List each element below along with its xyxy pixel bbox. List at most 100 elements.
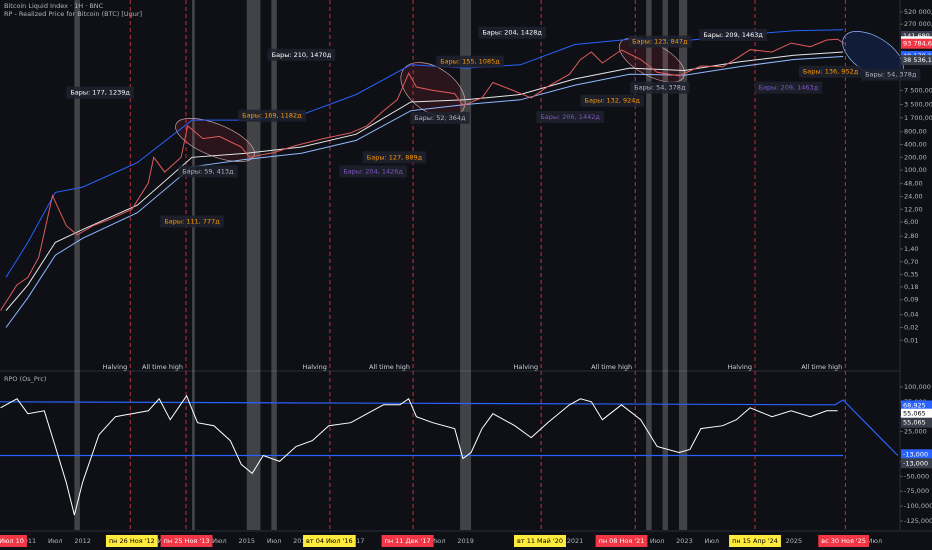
series-line: [5, 56, 844, 328]
y-tick-label: 25,000: [904, 428, 927, 436]
annotation-box: [478, 26, 546, 39]
date-label-box: [381, 535, 434, 547]
x-tick-label: Июл: [868, 537, 883, 545]
trend-line: [0, 399, 899, 456]
annotation: Бары: 209, 1463д: [759, 84, 819, 92]
series-line: [5, 29, 844, 278]
price-label-box: [901, 55, 932, 66]
annotation: Бары: 111, 777д: [164, 217, 220, 225]
annotation: Бары: 204, 1428д: [482, 29, 542, 37]
date-label: вт 04 Июл '16: [306, 537, 353, 545]
y-tick-label: 0,35: [904, 271, 918, 279]
price-label: 68,925: [903, 401, 926, 409]
y-tick-label: 12,00: [904, 205, 923, 213]
date-label: пн 15 Апр '24: [732, 537, 778, 545]
annotation-box: [580, 94, 644, 107]
event-label: All time high: [591, 363, 632, 371]
y-tick-label: 270 000,00: [904, 20, 932, 28]
price-label-box: [901, 408, 932, 419]
y-tick-label: 0,02: [904, 323, 918, 331]
x-tick-label: Июл: [267, 537, 282, 545]
x-tick-label: Июл: [705, 537, 720, 545]
annotation-box: [798, 65, 863, 78]
annotation-box: [339, 165, 407, 178]
annotation: Бары: 155, 1085д: [440, 58, 500, 66]
y-tick-label: 200,00: [904, 153, 927, 161]
y-tick-label: 6,00: [904, 218, 918, 226]
x-tick-label: 2015: [238, 537, 255, 545]
y-tick-label: -125,000: [904, 517, 932, 525]
price-label-box: [901, 417, 932, 428]
annotation: Бары: 54, 378д: [865, 71, 917, 79]
x-tick-label: 2017: [348, 537, 365, 545]
shaded-range: [646, 0, 652, 530]
annotation: Бары: 209, 1463д: [703, 31, 763, 39]
y-tick-label: 0,01: [904, 336, 918, 344]
chart-title: Bitcoin Liquid Index · 1Н · BNC: [4, 2, 104, 10]
price-label-box: [901, 458, 932, 469]
shaded-range: [74, 0, 80, 530]
y-tick-label: -50,000: [904, 472, 929, 480]
x-tick-label: 2016: [293, 537, 310, 545]
y-tick-label: -100,000: [904, 502, 932, 510]
price-label-box: [901, 449, 932, 460]
annotation-box: [536, 110, 604, 123]
x-tick-label: 2025: [786, 537, 803, 545]
date-label: пн 26 Ноя '12: [109, 537, 155, 545]
annotation-box: [630, 81, 690, 94]
y-tick-label: 7 500,00: [904, 86, 932, 94]
event-label: All time high: [142, 363, 183, 371]
price-label: 38 536,16: [903, 56, 932, 64]
date-label-box: [0, 535, 27, 547]
date-label: пн 11 Дек '17: [385, 537, 431, 545]
date-label: пн 25 Ноя '13: [164, 537, 210, 545]
annotation-box: [160, 215, 224, 228]
price-label-box: [901, 400, 932, 411]
price-label: 93 784,69: [903, 40, 932, 48]
price-label: 55,065: [903, 419, 926, 427]
price-label: -13,000: [903, 450, 928, 458]
annotation-box: [267, 48, 336, 61]
annotation: Бары: 206, 1442д: [540, 113, 600, 121]
shaded-range: [271, 0, 277, 530]
annotation: Бары: 132, 924д: [585, 97, 641, 105]
y-tick-label: 0,09: [904, 296, 918, 304]
event-label: Halving: [302, 363, 327, 371]
annotation: Бары: 136, 952д: [803, 68, 859, 76]
date-label-box: [303, 535, 356, 547]
annotation: Бары: 127, 889д: [367, 153, 423, 161]
annotation-box: [436, 55, 504, 68]
y-tick-label: 520 000,00: [904, 8, 932, 16]
shaded-range: [246, 0, 261, 530]
date-label-box: [105, 535, 158, 547]
date-label: вс 30 Ноя '25: [821, 537, 866, 545]
date-label-box: [160, 535, 213, 547]
date-label-box: [595, 535, 648, 547]
date-label-box: [514, 535, 566, 547]
annotation-box: [238, 109, 306, 122]
y-tick-label: 1 700,00: [904, 114, 932, 122]
ellipse: [175, 118, 255, 162]
series-line: [0, 394, 838, 516]
annotation-box: [178, 165, 238, 178]
panel-title: RPO (Os_Prc): [4, 375, 46, 383]
y-tick-label: 100,00: [904, 166, 927, 174]
date-label: пн 08 Ноя '21: [599, 537, 645, 545]
date-label-box: [818, 535, 870, 547]
annotation-box: [699, 29, 767, 42]
y-tick-label: 400,00: [904, 141, 927, 149]
y-tick-label: 2,80: [904, 232, 918, 240]
annotation-box: [66, 86, 134, 99]
y-tick-label: 1,40: [904, 245, 918, 253]
y-tick-label: 800,00: [904, 128, 927, 136]
y-tick-label: 24,00: [904, 192, 923, 200]
y-tick-label: 100,000: [904, 383, 931, 391]
x-tick-label: 2021: [567, 537, 584, 545]
x-tick-label: Июл: [48, 537, 63, 545]
y-tick-label: -75,000: [904, 487, 929, 495]
chart-subtitle: RP - Realized Price for Bitcoin (BTC) [U…: [4, 10, 142, 18]
annotation-box: [362, 151, 427, 164]
event-label: Halving: [514, 363, 539, 371]
annotation: Бары: 210, 1470д: [272, 51, 332, 59]
